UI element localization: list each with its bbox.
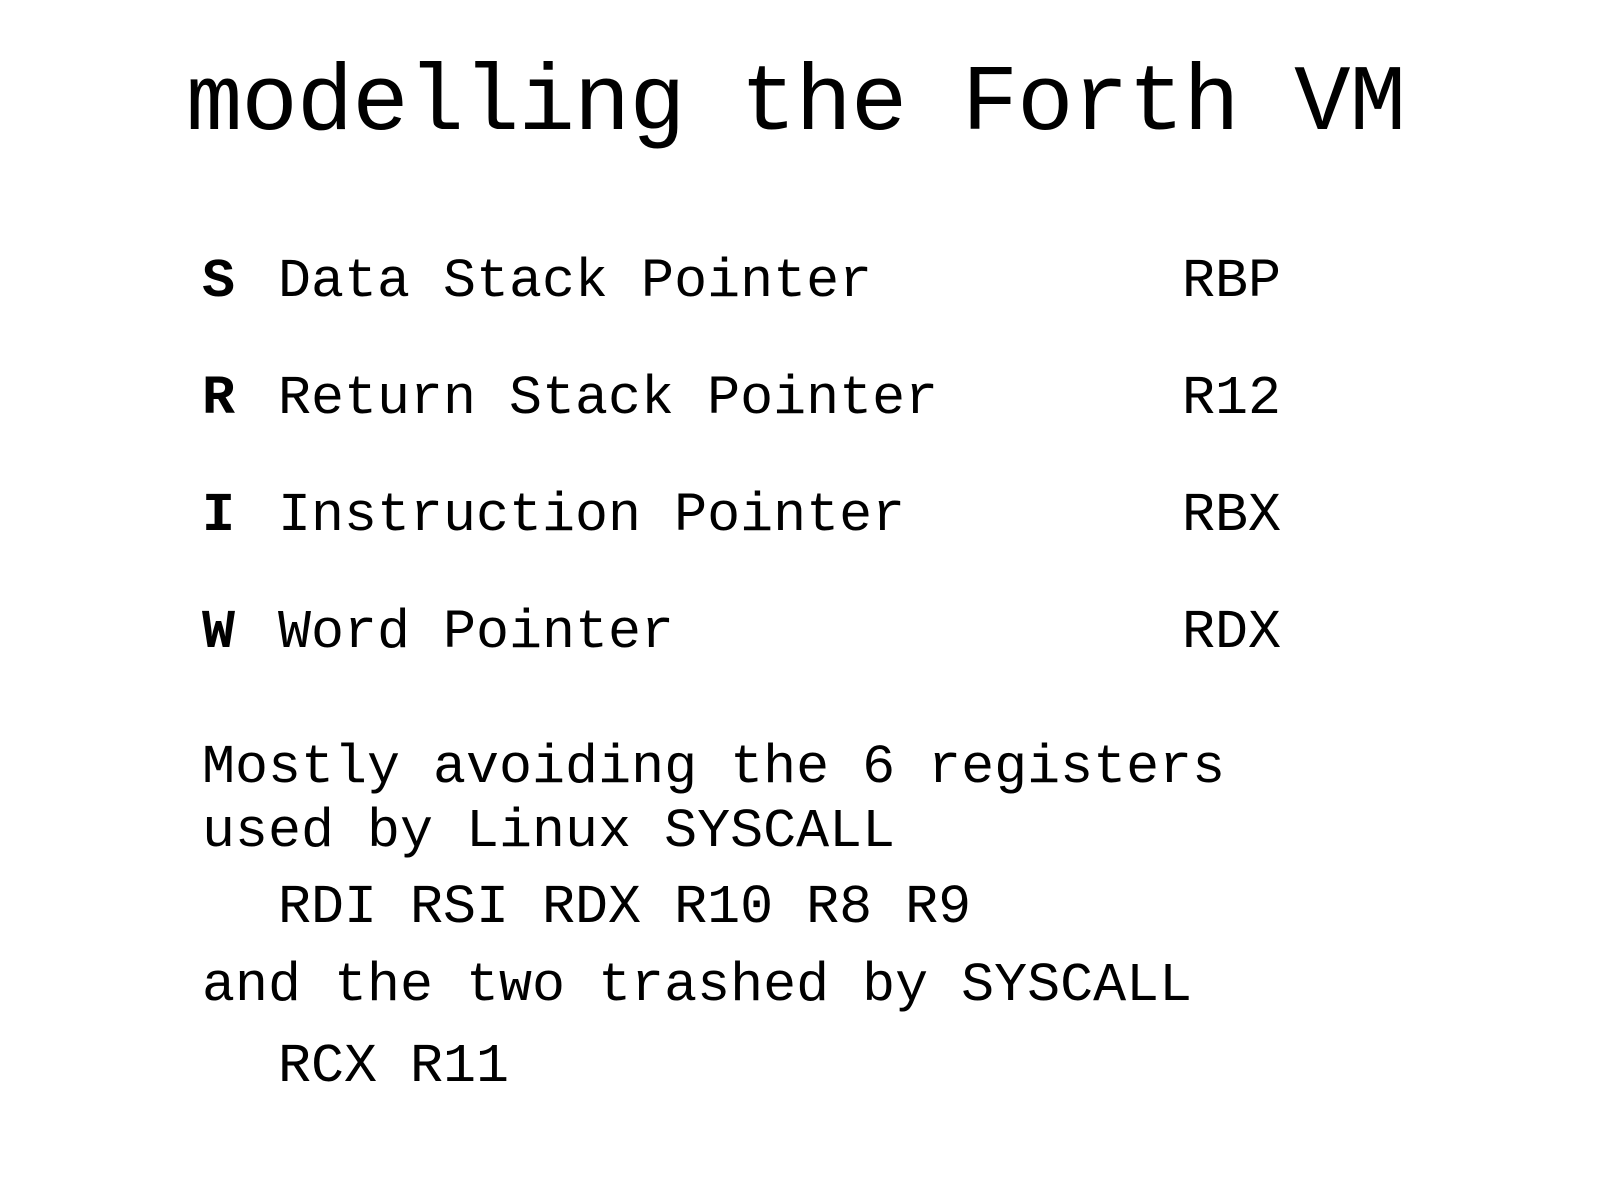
register-letter: R bbox=[202, 367, 236, 430]
slide-title: modelling the Forth VM bbox=[186, 52, 1406, 158]
register-name: Instruction Pointer bbox=[278, 484, 906, 547]
cpu-register: RBX bbox=[1182, 484, 1282, 547]
cpu-register: RBP bbox=[1182, 250, 1282, 313]
note-line-1: Mostly avoiding the 6 registers bbox=[202, 736, 1226, 799]
register-name: Word Pointer bbox=[278, 601, 675, 664]
register-row-s: S Data Stack Pointer RBP bbox=[202, 247, 1281, 317]
register-row-r: R Return Stack Pointer R12 bbox=[202, 364, 1281, 434]
register-name: Return Stack Pointer bbox=[278, 367, 939, 430]
cpu-register: RDX bbox=[1182, 601, 1282, 664]
note-line-2: used by Linux SYSCALL bbox=[202, 800, 896, 863]
register-row-w: W Word Pointer RDX bbox=[202, 598, 1281, 668]
register-letter: S bbox=[202, 250, 236, 313]
register-name: Data Stack Pointer bbox=[278, 250, 873, 313]
register-letter: I bbox=[202, 484, 236, 547]
cpu-register: R12 bbox=[1182, 367, 1282, 430]
syscall-registers: RDI RSI RDX R10 R8 R9 bbox=[278, 876, 972, 939]
trashed-registers: RCX R11 bbox=[278, 1035, 510, 1098]
register-row-i: I Instruction Pointer RBX bbox=[202, 481, 1281, 551]
note-line-3: and the two trashed by SYSCALL bbox=[202, 954, 1193, 1017]
register-letter: W bbox=[202, 601, 236, 664]
